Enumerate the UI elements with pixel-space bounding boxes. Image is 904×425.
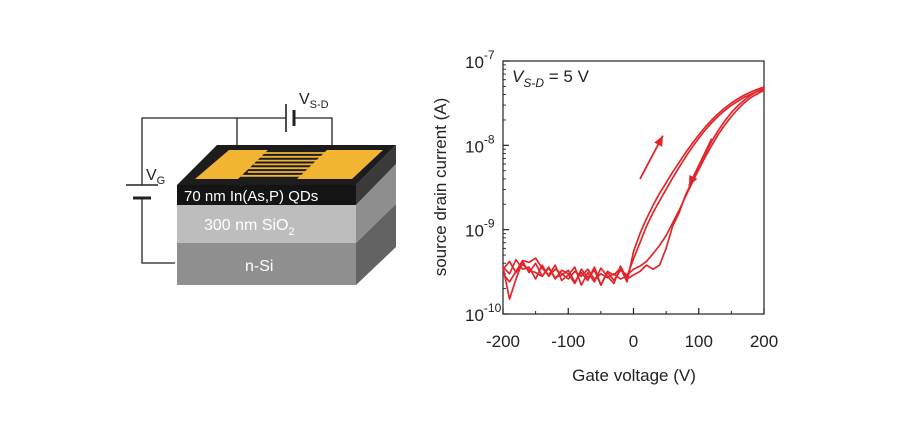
vsd-label: VS-D <box>299 91 329 111</box>
circuit-wires <box>141 117 333 264</box>
device-schematic: 70 nm In(As,P) QDs 300 nm SiO2 n-Si VS-D… <box>126 91 396 285</box>
sweep-curve-3 <box>502 86 765 286</box>
layer-middle-label: 300 nm SiO2 <box>204 217 295 238</box>
gate-wire-top <box>141 117 178 185</box>
x-tick-label: -200 <box>486 332 520 351</box>
sweep-arrow-2 <box>688 138 713 187</box>
gate-wire-bottom <box>141 198 175 264</box>
oxide-layer-front <box>177 205 356 243</box>
vsd-annotation: VS-D = 5 V <box>512 67 590 90</box>
layer-bottom-label: n-Si <box>245 258 273 275</box>
y-tick-label: 10-7 <box>465 48 495 72</box>
top-layer-side-face <box>356 145 396 205</box>
sweep-arrow-1 <box>639 135 664 180</box>
transfer-curve-chart: -200 -100 0 100 200 10-10 10-9 10-8 10-7 VS-D =… <box>431 48 778 385</box>
silicon-layer-front <box>177 243 356 285</box>
source-electrode <box>195 150 268 179</box>
vsd-battery-icon <box>285 104 296 132</box>
vg-label: VG <box>146 167 165 187</box>
x-axis-label: Gate voltage (V) <box>572 366 696 385</box>
data-series <box>502 86 765 300</box>
x-tick-label: 100 <box>685 332 713 351</box>
y-tick-label: 10-10 <box>465 301 502 325</box>
x-tick-label: 200 <box>750 332 778 351</box>
layer-top-label: 70 nm In(As,P) QDs <box>184 188 318 205</box>
y-axis-label: source drain current (A) <box>431 98 450 277</box>
sweep-curve-4 <box>502 87 765 286</box>
vg-battery-icon <box>126 184 158 200</box>
x-tick-label: -100 <box>551 332 585 351</box>
interdigitated-fingers <box>232 152 336 177</box>
drain-wire <box>294 117 333 155</box>
y-tick-label: 10-9 <box>465 217 495 241</box>
x-axis-ticks: -200 -100 0 100 200 <box>486 308 778 351</box>
y-tick-label: 10-8 <box>465 132 495 156</box>
sweep-direction-arrows <box>639 135 713 187</box>
oxide-side-face <box>356 164 396 243</box>
x-tick-label: 0 <box>629 332 638 351</box>
silicon-side-face <box>356 204 396 285</box>
y-axis-ticks: 10-10 10-9 10-8 10-7 <box>465 48 509 325</box>
qd-layer-front <box>177 185 356 205</box>
